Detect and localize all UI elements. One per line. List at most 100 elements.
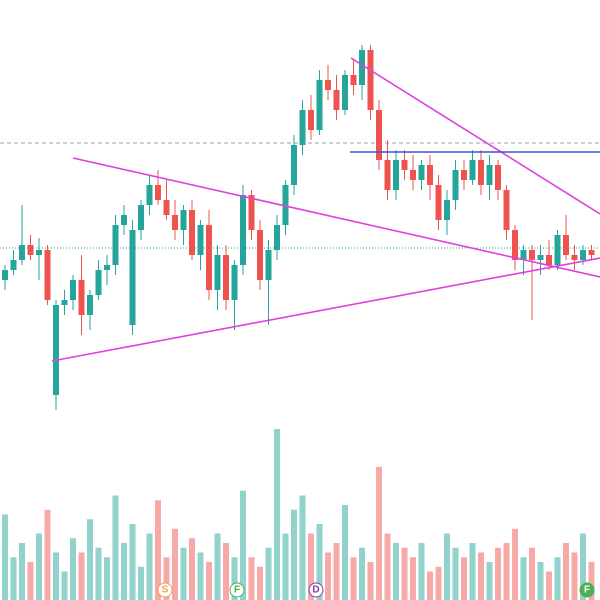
candle-body <box>112 225 119 265</box>
volume-bar <box>231 557 238 600</box>
candle-body <box>571 255 578 260</box>
candle-body <box>70 280 76 300</box>
volume-bar <box>214 533 221 600</box>
drawings <box>51 57 600 362</box>
candle-body <box>180 210 187 230</box>
candle-body <box>138 205 144 230</box>
volume-bar <box>87 519 93 600</box>
candle-body <box>231 265 238 300</box>
candle-body <box>223 255 229 300</box>
candle-body <box>282 185 289 225</box>
badge-circle <box>157 582 173 598</box>
volume-bar <box>359 547 365 600</box>
volume-bar <box>180 547 187 600</box>
volume-bar <box>520 557 527 600</box>
candle-body <box>44 250 51 300</box>
volume-bar <box>163 557 170 600</box>
volume-bar <box>367 562 374 600</box>
volume-bar <box>461 557 467 600</box>
candle-body <box>580 250 586 260</box>
volume-bar <box>44 509 51 600</box>
candle-body <box>410 170 416 180</box>
volume-bar <box>78 552 85 600</box>
candle-body <box>469 160 476 180</box>
volume-bar <box>265 547 272 600</box>
candle-body <box>435 185 442 220</box>
candle-body <box>61 300 68 305</box>
volume-bar <box>503 543 510 600</box>
candle-body <box>418 165 425 180</box>
candle-body <box>163 200 170 215</box>
candle-body <box>401 160 408 170</box>
candle-body <box>214 255 221 290</box>
volume-bar <box>418 543 425 600</box>
candle-body <box>53 305 59 395</box>
candle-body <box>291 145 297 185</box>
volume-bar <box>478 552 484 600</box>
volume-bar <box>350 557 357 600</box>
volume-bar <box>486 562 493 600</box>
volume-bar <box>299 495 306 600</box>
volume-bar <box>291 509 297 600</box>
volume-bar <box>384 533 391 600</box>
volume-bar <box>2 514 8 600</box>
candle-body <box>537 255 544 260</box>
badge-circle <box>308 582 324 598</box>
volume-bar <box>282 533 289 600</box>
candle-body <box>316 80 323 130</box>
event-badge[interactable]: F <box>579 582 595 598</box>
volume-pane <box>2 429 595 600</box>
candle-body <box>554 235 561 265</box>
volume-bar <box>70 538 76 600</box>
candle-body <box>367 50 374 110</box>
volume-bar <box>342 505 348 600</box>
candle-body <box>359 50 365 85</box>
candle-body <box>529 250 535 260</box>
event-badge[interactable]: D <box>308 582 324 598</box>
volume-bar <box>546 571 552 600</box>
volume-bar <box>112 495 119 600</box>
volume-bar <box>529 547 535 600</box>
volume-bar <box>197 552 204 600</box>
volume-bar <box>10 557 17 600</box>
volume-bar <box>401 547 408 600</box>
candle-body <box>384 160 391 190</box>
candle-body <box>197 225 204 255</box>
volume-bar <box>588 562 595 600</box>
candle-body <box>546 255 552 265</box>
candle-body <box>495 165 501 190</box>
candle-body <box>512 230 518 260</box>
volume-bar <box>427 571 433 600</box>
candle-body <box>129 230 136 325</box>
candle-body <box>265 250 272 280</box>
candle-body <box>274 225 280 250</box>
candle-body <box>27 245 34 255</box>
badge-label: S <box>162 585 169 596</box>
event-badge[interactable]: F <box>229 582 245 598</box>
candle-body <box>461 170 467 180</box>
volume-bar <box>537 562 544 600</box>
volume-bar <box>308 533 314 600</box>
volume-bar <box>95 547 102 600</box>
candle-body <box>121 215 127 225</box>
candle-body <box>376 110 382 160</box>
candle-body <box>452 170 459 200</box>
volume-bar <box>452 547 459 600</box>
volume-bar <box>240 490 246 600</box>
candle-body <box>146 185 153 205</box>
candle-body <box>503 190 510 230</box>
volume-bar <box>36 533 42 600</box>
candle-body <box>248 195 255 230</box>
volume-bar <box>19 543 25 600</box>
candle-body <box>333 90 340 110</box>
candle-body <box>563 235 569 255</box>
candles <box>2 45 595 410</box>
candle-body <box>240 195 246 265</box>
event-badge[interactable]: S <box>157 582 173 598</box>
candle-body <box>172 215 178 230</box>
candle-body <box>444 200 450 220</box>
trend-line <box>51 257 600 362</box>
volume-bar <box>104 557 110 600</box>
volume-bar <box>580 533 586 600</box>
